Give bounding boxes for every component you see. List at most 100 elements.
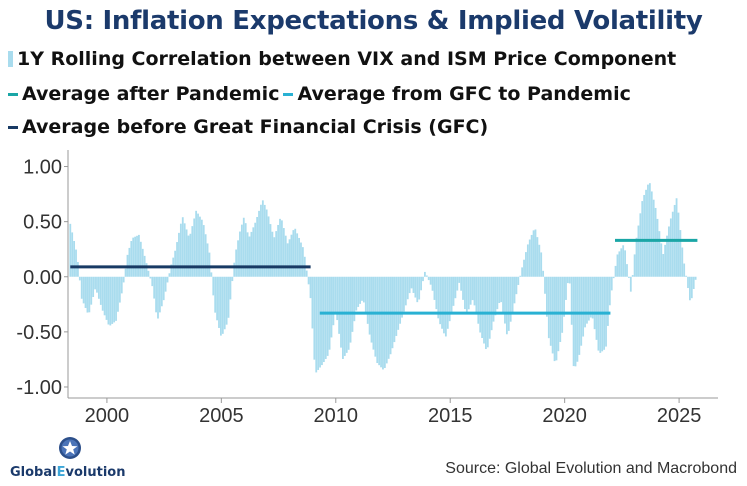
correlation-bar — [300, 242, 302, 277]
correlation-bar — [273, 237, 276, 277]
correlation-bar — [469, 276, 472, 305]
correlation-bar — [538, 244, 541, 277]
correlation-bar — [507, 276, 510, 331]
correlation-bar — [332, 276, 335, 326]
correlation-bar — [94, 276, 96, 290]
correlation-bar — [490, 276, 493, 331]
correlation-bar — [444, 276, 447, 337]
correlation-bar — [252, 227, 255, 277]
correlation-bar — [366, 276, 369, 324]
correlation-bar — [292, 230, 295, 277]
correlation-bar — [139, 241, 142, 277]
y-tick-label: 0.50 — [23, 212, 62, 234]
correlation-bar — [666, 235, 668, 277]
correlation-bar — [351, 276, 354, 332]
correlation-bar — [214, 276, 217, 313]
correlation-bar — [124, 268, 127, 277]
correlation-bar — [645, 189, 647, 277]
correlation-bar — [326, 276, 329, 356]
correlation-bar — [454, 276, 457, 299]
correlation-bar — [73, 240, 76, 277]
correlation-bar — [261, 200, 264, 277]
correlation-bar — [593, 276, 596, 330]
correlation-bar — [633, 254, 636, 277]
correlation-bar — [368, 276, 371, 335]
correlation-bar — [439, 276, 442, 325]
correlation-bar — [185, 229, 188, 277]
correlation-bar — [189, 233, 192, 277]
correlation-bar — [294, 228, 297, 277]
correlation-bar — [563, 276, 565, 317]
correlation-bar — [212, 276, 215, 296]
correlation-bar — [629, 276, 632, 292]
correlation-bar — [378, 276, 381, 366]
correlation-bar — [265, 209, 268, 277]
correlation-bar — [595, 276, 598, 340]
correlation-bar — [208, 252, 211, 277]
correlation-bar — [141, 248, 144, 277]
correlation-bar — [639, 213, 642, 277]
correlation-bar — [544, 276, 546, 294]
correlation-bar — [536, 237, 539, 277]
correlation-bar — [88, 276, 91, 313]
correlation-bar — [464, 276, 466, 310]
correlation-bar — [500, 276, 503, 303]
legend-label-gfc-to-pandemic: Average from GFC to Pandemic — [297, 83, 631, 105]
correlation-bar — [443, 276, 445, 334]
correlation-bar — [92, 276, 95, 297]
correlation-bar — [134, 236, 137, 277]
correlation-bar — [654, 207, 657, 277]
correlation-bar — [553, 276, 556, 362]
correlation-bar — [166, 276, 169, 283]
correlation-bar — [319, 276, 321, 368]
correlation-bar — [101, 276, 104, 311]
correlation-bar — [424, 271, 426, 277]
correlation-bar — [120, 276, 123, 294]
logo-text-e: E — [56, 465, 66, 480]
correlation-bar — [479, 276, 482, 333]
correlation-bar — [361, 276, 363, 301]
correlation-bar — [614, 265, 617, 277]
correlation-bar — [342, 276, 344, 359]
correlation-bar — [643, 195, 646, 277]
correlation-bar — [96, 276, 98, 293]
correlation-bar — [242, 217, 245, 277]
correlation-bar — [555, 276, 558, 361]
correlation-bar — [376, 276, 379, 364]
correlation-bar — [662, 254, 665, 277]
correlation-bar — [669, 218, 672, 277]
correlation-bar — [616, 254, 619, 277]
correlation-bar — [286, 243, 289, 277]
y-tick-label: -1.00 — [16, 377, 62, 399]
correlation-bar — [681, 247, 684, 277]
correlation-bar — [357, 276, 360, 307]
correlation-bar — [151, 276, 154, 287]
correlation-bar — [359, 276, 361, 304]
logo-text-global: Global — [10, 465, 57, 480]
correlation-bar — [353, 276, 356, 322]
correlation-bar — [313, 276, 316, 360]
correlation-bar — [431, 276, 434, 291]
legend-item-before: Average before Great Financial Crisis (G… — [8, 116, 488, 138]
correlation-bar — [387, 276, 390, 359]
correlation-bar — [282, 228, 285, 277]
correlation-bar — [446, 276, 449, 329]
correlation-bar — [608, 276, 611, 306]
correlation-bar — [650, 191, 653, 277]
correlation-bar — [660, 243, 663, 277]
correlation-bar — [683, 263, 686, 277]
correlation-bar — [244, 223, 247, 277]
correlation-bar — [130, 241, 133, 277]
correlation-bar — [187, 235, 190, 277]
correlation-bar — [324, 276, 327, 359]
legend-swatch-after — [8, 92, 18, 96]
correlation-bar — [515, 276, 518, 295]
correlation-bar — [572, 276, 575, 367]
correlation-bar — [275, 231, 278, 277]
correlation-bar — [675, 198, 678, 277]
correlation-bar — [425, 275, 428, 277]
correlation-bar — [105, 276, 108, 320]
correlation-bar — [399, 276, 402, 324]
correlation-bar — [78, 276, 81, 281]
correlation-bar — [345, 276, 348, 353]
